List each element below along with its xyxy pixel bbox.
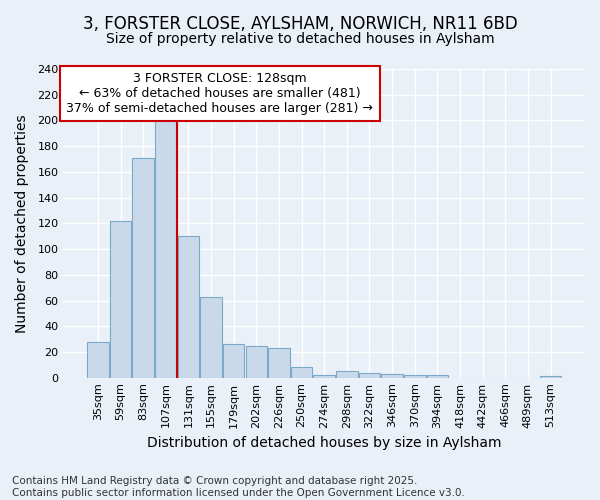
Bar bbox=[87, 342, 109, 378]
Text: Size of property relative to detached houses in Aylsham: Size of property relative to detached ho… bbox=[106, 32, 494, 46]
Bar bbox=[133, 158, 154, 378]
Bar bbox=[359, 372, 380, 378]
Text: 3 FORSTER CLOSE: 128sqm
← 63% of detached houses are smaller (481)
37% of semi-d: 3 FORSTER CLOSE: 128sqm ← 63% of detache… bbox=[67, 72, 373, 115]
Bar bbox=[155, 120, 176, 378]
Bar bbox=[268, 348, 290, 378]
Bar bbox=[382, 374, 403, 378]
Bar bbox=[427, 375, 448, 378]
Bar bbox=[200, 296, 222, 378]
Text: 3, FORSTER CLOSE, AYLSHAM, NORWICH, NR11 6BD: 3, FORSTER CLOSE, AYLSHAM, NORWICH, NR11… bbox=[83, 15, 517, 33]
Bar bbox=[178, 236, 199, 378]
Y-axis label: Number of detached properties: Number of detached properties bbox=[15, 114, 29, 332]
Bar bbox=[336, 371, 358, 378]
Bar bbox=[540, 376, 561, 378]
Bar bbox=[291, 368, 313, 378]
Bar bbox=[245, 346, 267, 378]
Bar bbox=[313, 375, 335, 378]
X-axis label: Distribution of detached houses by size in Aylsham: Distribution of detached houses by size … bbox=[147, 436, 502, 450]
Bar bbox=[223, 344, 244, 378]
Bar bbox=[110, 221, 131, 378]
Text: Contains HM Land Registry data © Crown copyright and database right 2025.
Contai: Contains HM Land Registry data © Crown c… bbox=[12, 476, 465, 498]
Bar bbox=[404, 375, 425, 378]
